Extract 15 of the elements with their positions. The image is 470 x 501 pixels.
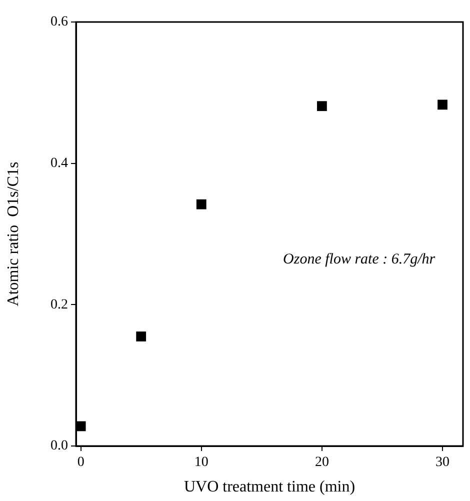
point xyxy=(438,100,448,110)
x-axis-title: UVO treatment time (min) xyxy=(184,478,356,496)
y-axis-title: Atomic ratio O1s/C1s xyxy=(4,162,22,306)
y-tick-label: 0.2 xyxy=(50,297,68,312)
x-tick-label: 10 xyxy=(194,455,208,470)
point xyxy=(196,199,206,210)
y-tick-label: 0.6 xyxy=(50,14,68,30)
x-tick-label: 0 xyxy=(77,455,84,470)
point xyxy=(136,332,146,342)
annotation: Ozone flow rate : 6.7g/hr xyxy=(283,252,436,268)
y-tick-label: 0.0 xyxy=(50,438,68,454)
x-tick-label: 20 xyxy=(314,455,329,470)
y-tick-label: 0.4 xyxy=(50,156,68,172)
x-tick-label: 30 xyxy=(436,455,450,470)
point xyxy=(316,101,327,112)
